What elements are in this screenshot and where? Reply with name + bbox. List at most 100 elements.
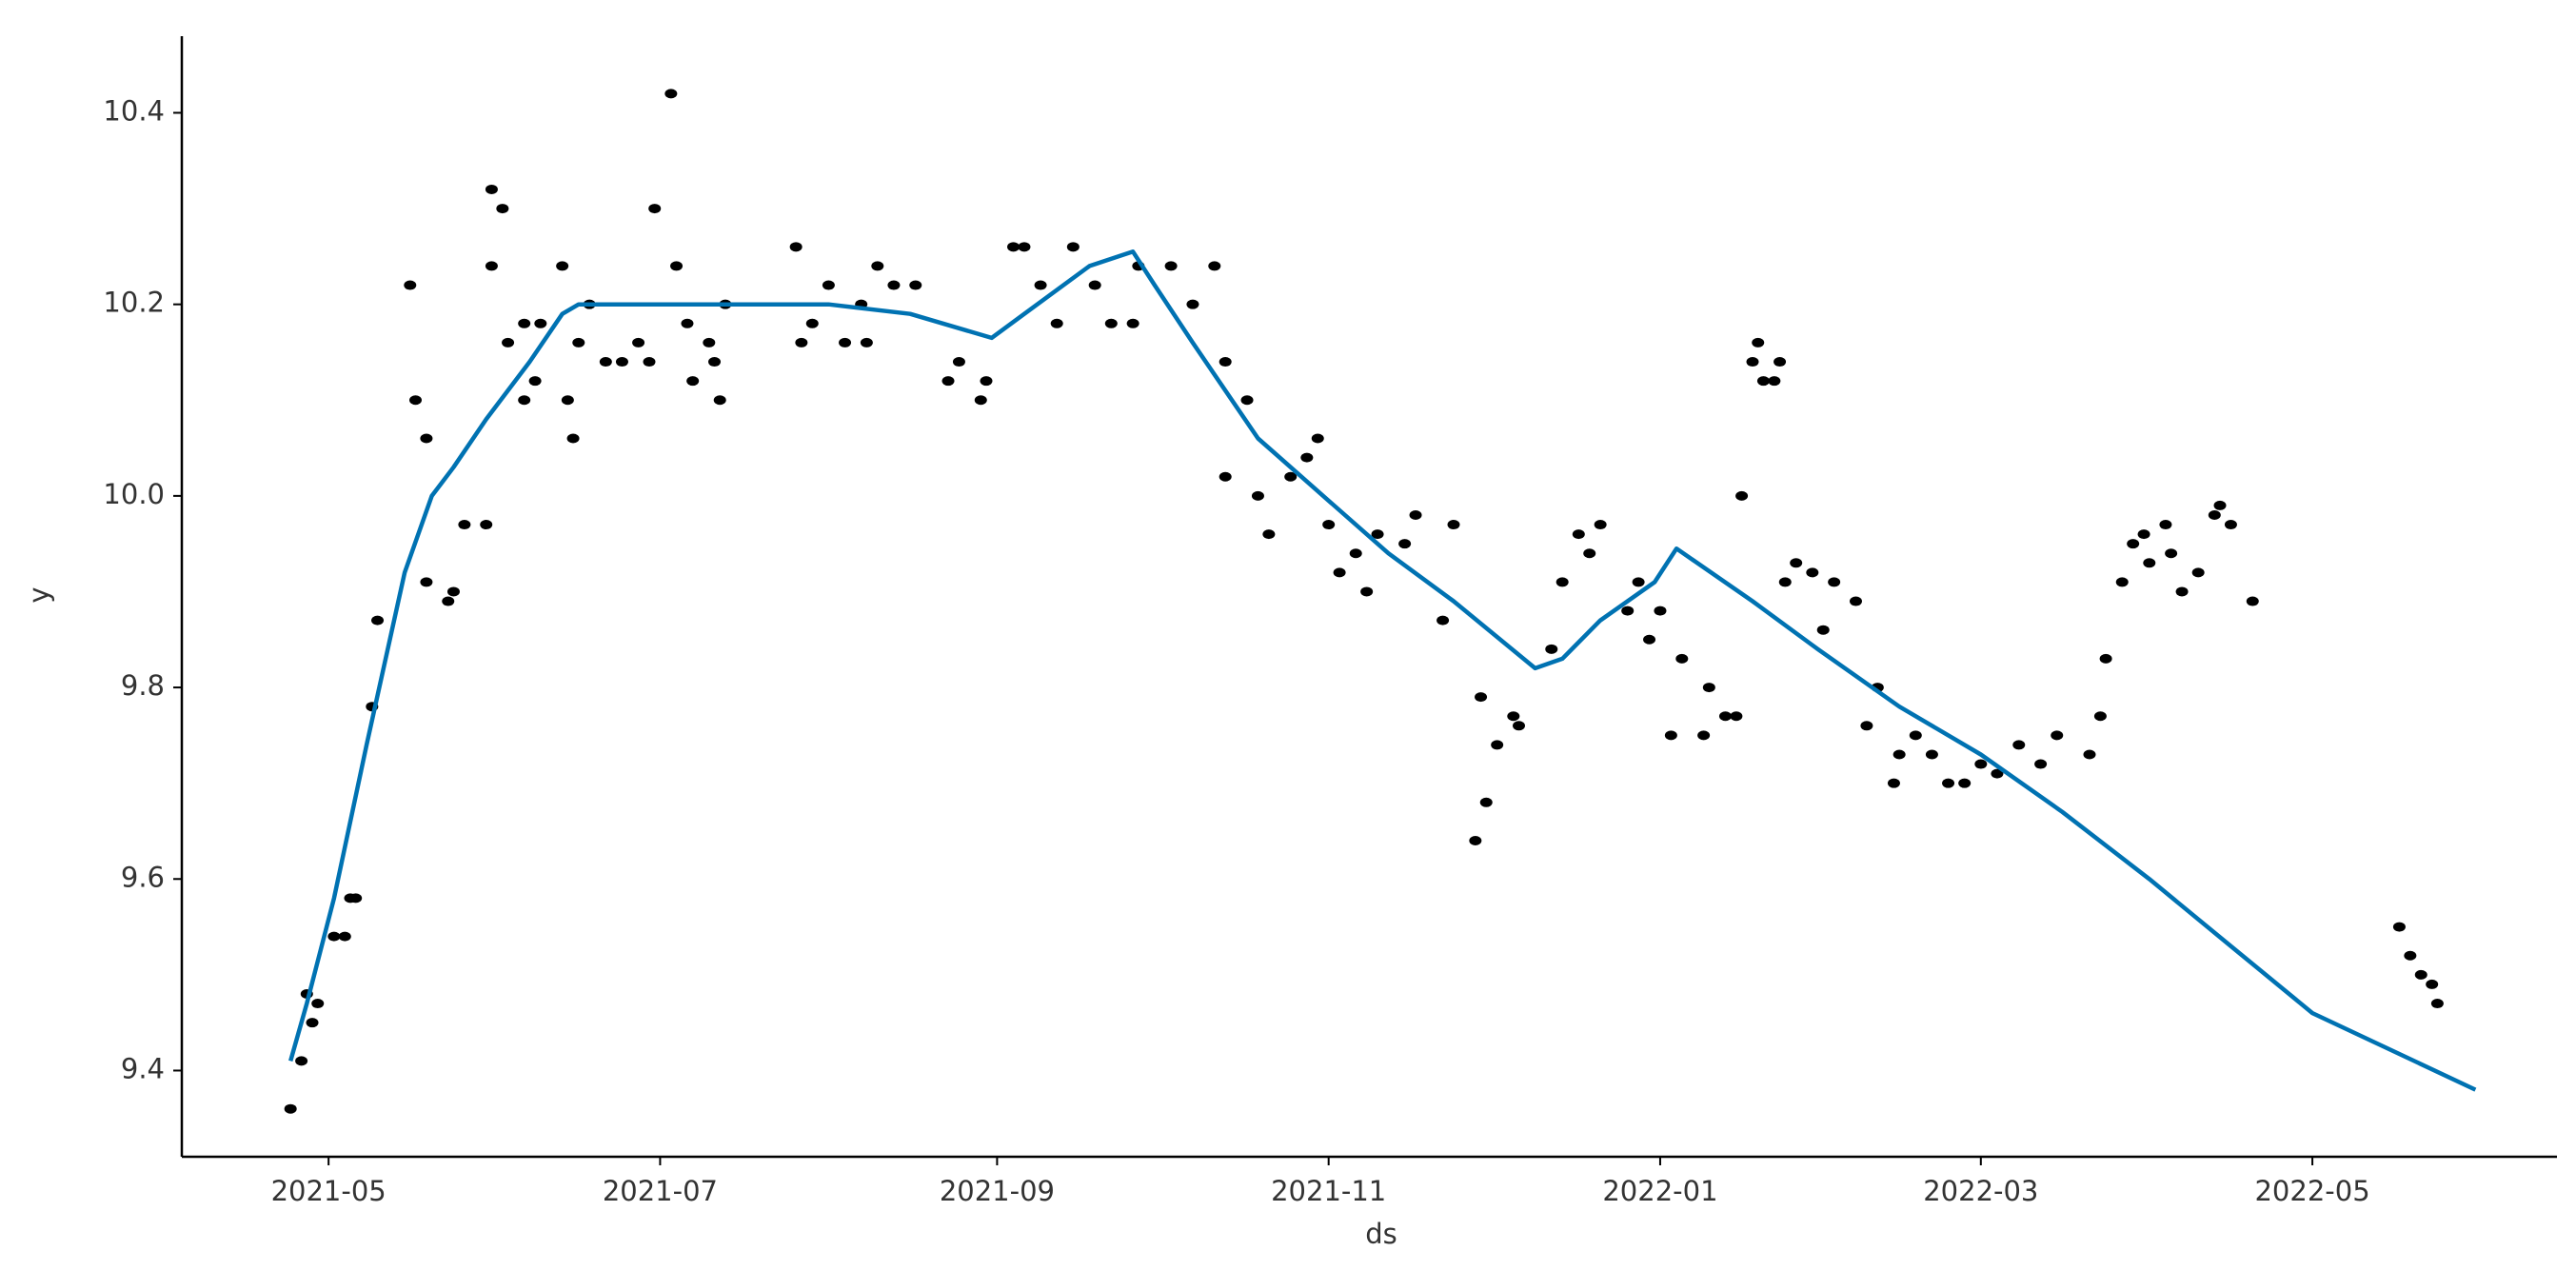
data-point — [1088, 280, 1101, 290]
data-point — [1632, 577, 1645, 587]
data-point — [887, 280, 901, 290]
data-point — [528, 376, 542, 387]
data-point — [670, 261, 684, 271]
data-point — [2246, 596, 2259, 606]
data-point — [1768, 376, 1781, 387]
data-point — [338, 931, 351, 942]
data-point — [664, 89, 678, 99]
data-point — [1778, 577, 1792, 587]
data-point — [1806, 567, 1819, 578]
data-point — [643, 357, 656, 367]
data-point — [1621, 606, 1635, 616]
data-point — [1974, 759, 1988, 769]
data-point — [1925, 749, 1938, 760]
data-point — [2083, 749, 2096, 760]
data-point — [980, 376, 993, 387]
data-point — [860, 337, 873, 348]
data-point — [795, 337, 808, 348]
data-point — [1887, 778, 1900, 788]
data-point — [518, 395, 531, 406]
data-point — [1447, 520, 1460, 530]
data-point — [1594, 520, 1607, 530]
data-point — [703, 337, 716, 348]
data-point — [1469, 836, 1482, 846]
data-point — [1126, 318, 1139, 328]
data-point — [1360, 586, 1374, 597]
data-point — [349, 893, 363, 904]
data-point — [2430, 999, 2444, 1009]
x-tick-label: 2022-03 — [1923, 1175, 2038, 1207]
data-point — [941, 376, 955, 387]
data-point — [1284, 471, 1298, 482]
data-point — [1909, 730, 1922, 741]
data-point — [572, 337, 585, 348]
data-point — [1718, 711, 1732, 722]
y-tick-label: 10.4 — [103, 94, 165, 127]
y-axis-label: y — [23, 586, 55, 603]
x-tick-label: 2021-11 — [1271, 1175, 1386, 1207]
data-point — [566, 433, 580, 444]
data-point — [1018, 242, 1031, 252]
data-point — [1816, 625, 1830, 635]
data-point — [1756, 376, 1770, 387]
data-point — [1675, 653, 1689, 664]
data-point — [1371, 529, 1384, 540]
data-point — [2143, 558, 2156, 568]
data-point — [2213, 500, 2227, 510]
data-point — [1730, 711, 1743, 722]
data-point — [1752, 337, 1765, 348]
data-point — [1991, 768, 2004, 779]
data-point — [1251, 490, 1264, 501]
data-point — [1034, 280, 1047, 290]
data-point — [1556, 577, 1569, 587]
data-point — [1475, 692, 1488, 703]
data-point — [502, 337, 515, 348]
data-point — [1697, 730, 1711, 741]
data-point — [2012, 740, 2026, 750]
data-point — [2165, 548, 2178, 559]
data-point — [1545, 644, 1558, 654]
data-point — [1507, 711, 1520, 722]
data-point — [952, 357, 965, 367]
data-point — [1262, 529, 1276, 540]
data-point — [974, 395, 987, 406]
data-point — [1240, 395, 1254, 406]
data-point — [2159, 520, 2172, 530]
data-point — [1219, 357, 1232, 367]
data-point — [1186, 299, 1199, 309]
x-tick-label: 2022-05 — [2254, 1175, 2369, 1207]
y-tick-label: 10.0 — [103, 478, 165, 510]
data-point — [1643, 634, 1656, 645]
data-point — [1322, 520, 1336, 530]
data-point — [615, 357, 628, 367]
data-point — [2034, 759, 2048, 769]
data-point — [1849, 596, 1862, 606]
data-point — [485, 184, 498, 194]
data-point — [1892, 749, 1906, 760]
data-point — [632, 337, 645, 348]
data-point — [1219, 471, 1232, 482]
y-tick-label: 10.2 — [103, 287, 165, 319]
y-tick-label: 9.4 — [121, 1052, 165, 1084]
data-point — [2127, 539, 2140, 549]
data-point — [1790, 558, 1803, 568]
data-point — [1050, 318, 1063, 328]
data-point — [1349, 548, 1362, 559]
data-point — [556, 261, 569, 271]
data-point — [2392, 922, 2406, 932]
data-point — [404, 280, 417, 290]
data-point — [2426, 979, 2439, 989]
data-point — [1513, 721, 1526, 731]
data-point — [2051, 730, 2064, 741]
data-point — [1572, 529, 1585, 540]
data-point — [1479, 797, 1493, 807]
data-point — [420, 577, 433, 587]
data-point — [1828, 577, 1841, 587]
data-point — [1942, 778, 1955, 788]
data-point — [1654, 606, 1667, 616]
data-point — [485, 261, 498, 271]
data-point — [371, 615, 385, 626]
x-axis-label: ds — [1365, 1218, 1397, 1250]
data-point — [839, 337, 852, 348]
data-point — [534, 318, 547, 328]
